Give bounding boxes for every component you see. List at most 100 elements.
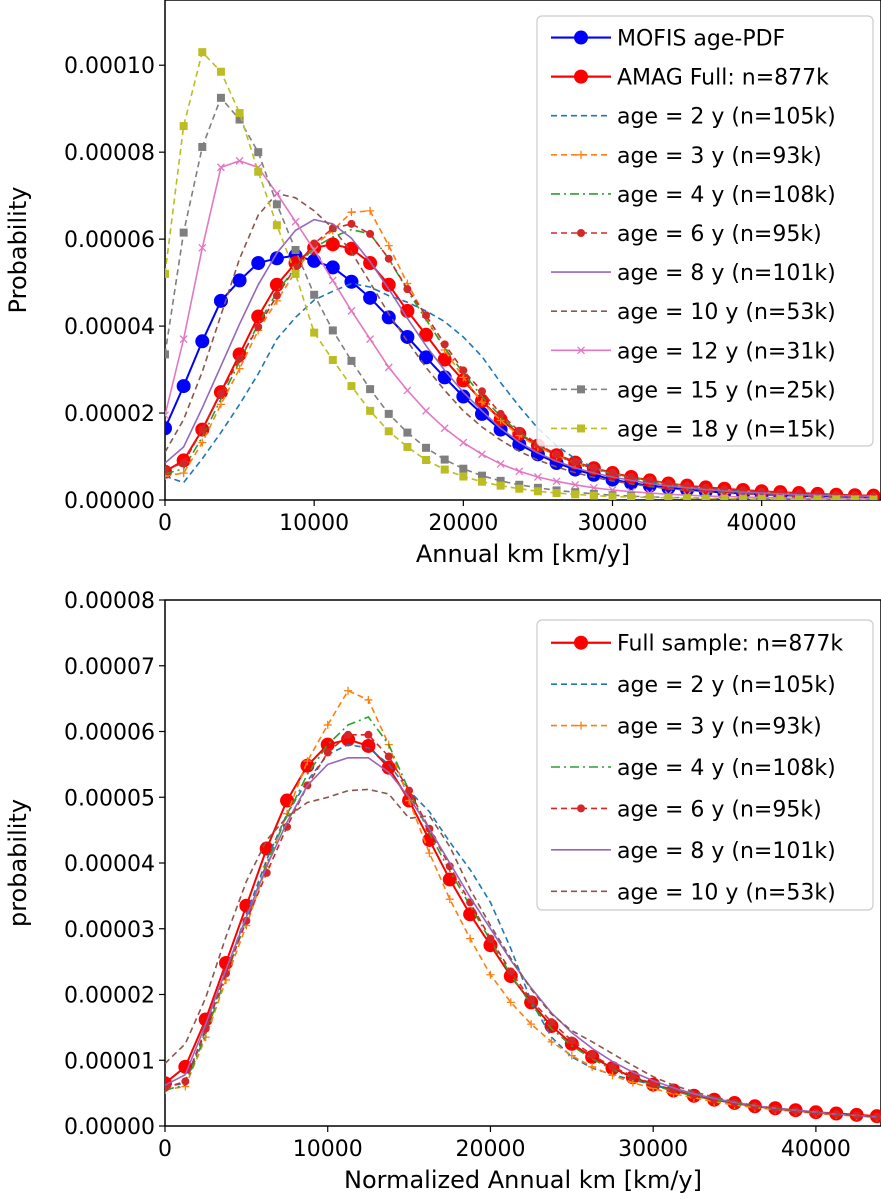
data-point xyxy=(478,450,486,459)
data-point xyxy=(269,277,284,292)
data-point xyxy=(347,306,356,315)
y-tick-label: 0.00004 xyxy=(64,852,155,877)
legend-item: age = 2 y (n=105k) xyxy=(551,673,836,698)
legend-label: age = 10 y (n=53k) xyxy=(617,300,836,325)
data-point xyxy=(547,1018,556,1027)
data-point xyxy=(515,484,524,493)
data-point xyxy=(328,356,337,364)
data-point xyxy=(608,1062,617,1071)
data-point xyxy=(720,494,729,500)
x-tick-label: 10000 xyxy=(293,1137,363,1162)
x-tick-label: 20000 xyxy=(455,1137,525,1162)
legend-item: age = 18 y (n=15k) xyxy=(551,417,836,442)
series-line xyxy=(165,228,874,497)
data-point xyxy=(272,291,281,300)
data-point xyxy=(463,907,478,922)
data-point xyxy=(310,246,319,254)
data-point xyxy=(403,442,412,451)
data-point xyxy=(364,730,373,739)
legend-marker xyxy=(577,721,585,730)
legend-label: age = 15 y (n=25k) xyxy=(617,378,836,403)
legend-label: age = 6 y (n=95k) xyxy=(617,222,822,247)
data-point xyxy=(235,115,244,124)
x-tick-label: 40000 xyxy=(781,1137,851,1162)
data-point xyxy=(310,328,319,337)
data-point xyxy=(405,786,414,795)
data-point xyxy=(403,285,412,294)
series-line xyxy=(165,734,877,1118)
data-point xyxy=(515,427,524,436)
legend-item: age = 15 y (n=25k) xyxy=(551,378,836,403)
data-point xyxy=(328,326,337,335)
data-point xyxy=(477,398,486,407)
legend-marker xyxy=(577,229,585,237)
legend: MOFIS age-PDF AMAG Full: n=877k age = 2 y … xyxy=(536,15,874,447)
series-line xyxy=(165,218,874,498)
chart-top: 0 10000 20000 30000 40000 0.00000 0.00002 0.000… xyxy=(4,0,881,568)
data-point xyxy=(272,221,281,230)
data-point xyxy=(419,350,434,365)
legend-box xyxy=(536,15,874,447)
data-point xyxy=(459,438,468,447)
data-point xyxy=(216,400,225,409)
data-point xyxy=(533,472,542,481)
x-tick-label: 30000 xyxy=(618,1137,688,1162)
legend-item: age = 12 y (n=31k) xyxy=(551,339,836,364)
data-point xyxy=(739,495,748,500)
data-point xyxy=(384,409,393,418)
data-point xyxy=(235,156,244,165)
data-point xyxy=(496,409,505,418)
data-point xyxy=(527,1020,536,1029)
x-tick-label: 30000 xyxy=(578,511,648,536)
data-point xyxy=(179,228,188,237)
data-point xyxy=(198,425,207,434)
data-point xyxy=(422,406,431,415)
data-point xyxy=(567,1051,576,1060)
data-point xyxy=(422,832,437,847)
legend-label: age = 6 y (n=95k) xyxy=(617,797,822,822)
data-point xyxy=(325,260,340,275)
data-point xyxy=(254,322,263,331)
legend-label: age = 8 y (n=101k) xyxy=(617,261,836,286)
data-point xyxy=(588,1062,597,1071)
y-tick-label: 0.00007 xyxy=(64,655,155,680)
data-point xyxy=(165,269,169,278)
legend-label: age = 2 y (n=105k) xyxy=(617,673,836,698)
data-point xyxy=(179,459,188,468)
data-point xyxy=(303,757,312,766)
data-point xyxy=(381,277,396,292)
y-tick-label: 0.00000 xyxy=(64,489,155,514)
data-point xyxy=(832,495,841,500)
data-point xyxy=(198,438,207,447)
legend-label: age = 2 y (n=105k) xyxy=(617,105,836,130)
data-point xyxy=(496,459,505,468)
legend-item: age = 10 y (n=53k) xyxy=(551,300,836,325)
data-point xyxy=(437,370,452,385)
data-point xyxy=(552,489,561,498)
data-point xyxy=(363,290,378,305)
data-point xyxy=(571,457,580,466)
data-point xyxy=(198,142,207,151)
legend-marker xyxy=(577,150,585,159)
data-point xyxy=(320,737,335,752)
legend-item: age = 2 y (n=105k) xyxy=(551,105,836,130)
x-axis-label: Annual km [km/y] xyxy=(416,540,630,568)
data-point xyxy=(216,67,225,76)
data-point xyxy=(232,273,247,288)
series-7 xyxy=(165,218,874,498)
legend-item: age = 6 y (n=95k) xyxy=(551,797,822,822)
data-point xyxy=(720,485,729,494)
data-point xyxy=(165,411,169,420)
data-point xyxy=(506,967,515,976)
data-point xyxy=(216,93,225,102)
y-tick-label: 0.00002 xyxy=(64,984,155,1009)
data-point xyxy=(347,382,356,391)
data-point xyxy=(366,229,375,238)
legend-marker xyxy=(577,385,585,394)
data-point xyxy=(567,1036,576,1045)
x-tick-label: 40000 xyxy=(727,511,797,536)
data-point xyxy=(165,1083,169,1092)
legend-item: age = 3 y (n=93k) xyxy=(551,715,822,740)
data-point xyxy=(589,491,598,500)
